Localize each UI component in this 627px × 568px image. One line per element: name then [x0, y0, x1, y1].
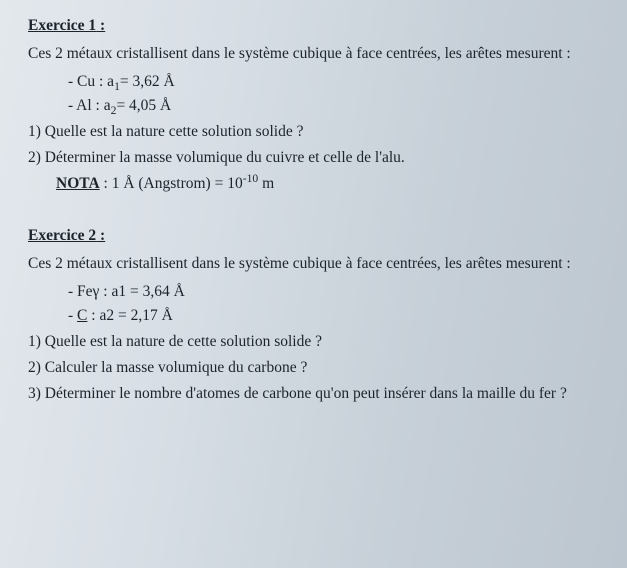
c-prefix: - [68, 307, 77, 324]
ex2-title-text: Exercice 2 [28, 227, 96, 244]
nota-label: NOTA [56, 175, 100, 192]
ex2-bullet-c: - C : a2 = 2,17 Å [68, 304, 603, 328]
ex1-bullet-cu: - Cu : a1= 3,62 Å [68, 70, 603, 94]
ex1-bullet-al: - Al : a2= 4,05 Å [68, 94, 603, 118]
nota-end: m [258, 175, 274, 192]
ex1-nota: NOTA : 1 Å (Angstrom) = 10-10 m [56, 172, 603, 196]
c-underline: C [77, 307, 87, 324]
ex1-intro: Ces 2 métaux cristallisent dans le systè… [28, 42, 603, 66]
nota-mid: : 1 Å (Angstrom) = 10 [100, 175, 243, 192]
ex2-q2: 2) Calculer la masse volumique du carbon… [28, 356, 603, 380]
c-suffix: : a2 = 2,17 Å [87, 307, 172, 324]
ex2-title: Exercice 2 : [28, 224, 603, 248]
ex1-title: Exercice 1 : [28, 14, 603, 38]
ex1-q1: 1) Quelle est la nature cette solution s… [28, 120, 603, 144]
ex2-q1: 1) Quelle est la nature de cette solutio… [28, 330, 603, 354]
cu-suffix: = 3,62 Å [120, 73, 175, 90]
ex2-intro: Ces 2 métaux cristallisent dans le systè… [28, 252, 603, 276]
ex1-title-text: Exercice 1 [28, 17, 96, 34]
ex2-q3: 3) Déterminer le nombre d'atomes de carb… [28, 382, 603, 406]
ex2-bullet-fe: - Feγ : a1 = 3,64 Å [68, 280, 603, 304]
cu-prefix: - Cu : a [68, 73, 114, 90]
al-suffix: = 4,05 Å [116, 97, 171, 114]
al-prefix: - Al : a [68, 97, 111, 114]
spacer [28, 196, 603, 224]
nota-sup: -10 [243, 172, 258, 185]
ex1-q2: 2) Déterminer la masse volumique du cuiv… [28, 146, 603, 170]
